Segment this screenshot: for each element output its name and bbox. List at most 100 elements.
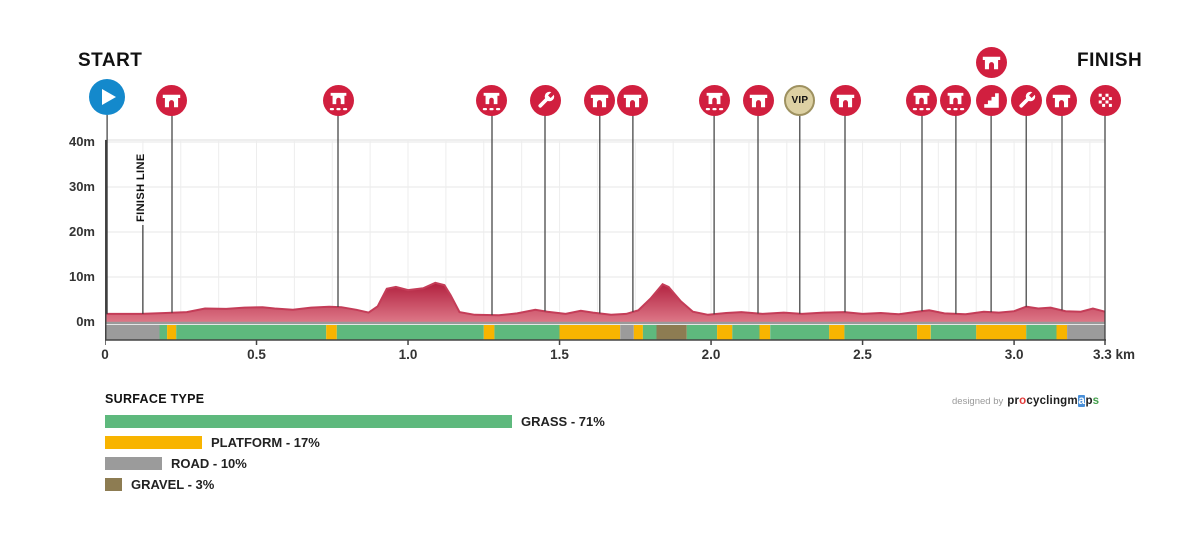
x-tick-label: 3.0 (1004, 347, 1024, 362)
y-tick-label: 40m (68, 134, 95, 149)
surface-segment-grass (494, 325, 560, 340)
brand-procyclingmaps: procyclingmaps (1007, 395, 1099, 407)
x-tick-label: 2.5 (853, 347, 872, 362)
bridge-water-glyph (913, 92, 931, 110)
legend-item-gravel: GRAVEL - 3% (105, 477, 745, 492)
legend-title: SURFACE TYPE (105, 392, 205, 406)
legend-label: ROAD - 10% (171, 456, 247, 471)
bridge-glyph (836, 94, 854, 107)
surface-segment-platform (633, 325, 643, 340)
bridge-glyph (591, 94, 609, 107)
x-tick-label: 0.5 (247, 347, 266, 362)
finish-line-label: FINISH LINE (135, 153, 147, 222)
surface-segment-grass (732, 325, 760, 340)
pit-wrench-glyph (537, 89, 556, 108)
brand-part: o (1019, 395, 1027, 407)
bridge-icon (584, 84, 616, 116)
surface-segment-platform (759, 325, 771, 340)
legend-swatch-grass (105, 415, 512, 428)
credit-prefix: designed by (952, 396, 1004, 407)
y-tick-label: 30m (68, 179, 95, 194)
bridge-glyph (982, 56, 1000, 69)
bridge-icon (617, 84, 649, 116)
surface-segment-platform (326, 325, 337, 340)
bridge-icon (829, 84, 861, 116)
surface-segment-grass (176, 325, 327, 340)
bridge-icon (156, 84, 188, 116)
surface-segment-grass (1026, 325, 1057, 340)
legend-rows: GRASS - 71% PLATFORM - 17% ROAD - 10% GRAVE… (105, 414, 745, 492)
start-icon (89, 79, 126, 115)
legend-item-grass: GRASS - 71% (105, 414, 745, 429)
vip-marker: VIP (784, 84, 816, 116)
elevation-line (105, 281, 1106, 317)
stairs-icon (975, 84, 1007, 116)
legend-swatch-gravel (105, 478, 122, 491)
surface-segment-road (620, 325, 634, 340)
finish-glyph (1098, 93, 1112, 107)
surface-segment-platform (917, 325, 931, 340)
surface-segment-platform (1056, 325, 1068, 340)
y-tick-label: 0m (76, 314, 95, 329)
surface-segment-road (105, 325, 160, 340)
surface-segment-platform (167, 325, 177, 340)
stairs-glyph (983, 92, 999, 108)
bridge-water-glyph (483, 92, 501, 110)
legend-swatch-platform (105, 436, 202, 449)
finish-icon (1089, 84, 1121, 116)
start-glyph (102, 89, 117, 105)
surface-segment-grass (642, 325, 657, 340)
bridge-icon (1046, 84, 1078, 116)
x-tick-label: 1.5 (550, 347, 569, 362)
bridge-glyph (1053, 94, 1071, 107)
surface-segment-grass (686, 325, 718, 340)
surface-segment-grass (159, 325, 168, 340)
surface-segment-grass (844, 325, 918, 340)
surface-segment-platform (559, 325, 621, 340)
legend-item-road: ROAD - 10% (105, 456, 745, 471)
brand-part: p (1085, 395, 1093, 407)
brand-part: a (1077, 395, 1086, 407)
brand-part: s (1092, 395, 1100, 407)
brand-part: pr (1007, 395, 1020, 407)
bridge-glyph (163, 94, 181, 107)
bridge-water-icon (322, 84, 354, 116)
surface-segment-gravel (656, 325, 687, 340)
bridge-water-icon (698, 84, 730, 116)
y-tick-label: 20m (68, 224, 95, 239)
surface-segment-platform (829, 325, 845, 340)
surface-segment-platform (976, 325, 1027, 340)
x-tick-label: 1.0 (398, 347, 418, 362)
surface-legend: SURFACE TYPE GRASS - 71% PLATFORM - 17% RO… (105, 392, 745, 499)
x-tick-label: 3.3 km (1092, 347, 1136, 362)
bridge-water-glyph (329, 92, 347, 110)
pit-wrench-icon (1010, 84, 1042, 116)
surface-segment-road (1067, 325, 1105, 340)
bridge-glyph (749, 94, 767, 107)
elevation-chart (105, 115, 1106, 345)
bridge-water-icon (940, 84, 972, 116)
pit-wrench-icon (529, 84, 561, 116)
legend-swatch-road (105, 457, 162, 470)
bridge-water-icon (476, 84, 508, 116)
surface-segment-platform (483, 325, 495, 340)
brand-part: cyclingm (1026, 395, 1078, 407)
bridge-glyph (624, 94, 642, 107)
credit: designed by procyclingmaps (952, 391, 1099, 409)
bridge-water-glyph (705, 92, 723, 110)
legend-label: GRASS - 71% (521, 414, 605, 429)
surface-segment-grass (930, 325, 977, 340)
finish-label: FINISH (1077, 50, 1143, 71)
bridge-icon (975, 46, 1007, 78)
legend-label: PLATFORM - 17% (211, 435, 320, 450)
elevation-area (105, 282, 1105, 322)
start-label: START (78, 50, 143, 71)
surface-segment-grass (336, 325, 484, 340)
legend-label: GRAVEL - 3% (131, 477, 215, 492)
bridge-water-glyph (947, 92, 965, 110)
x-tick-label: 0 (101, 347, 109, 362)
x-tick-label: 2.0 (701, 347, 721, 362)
surface-segment-grass (770, 325, 830, 340)
bridge-water-icon (906, 84, 938, 116)
